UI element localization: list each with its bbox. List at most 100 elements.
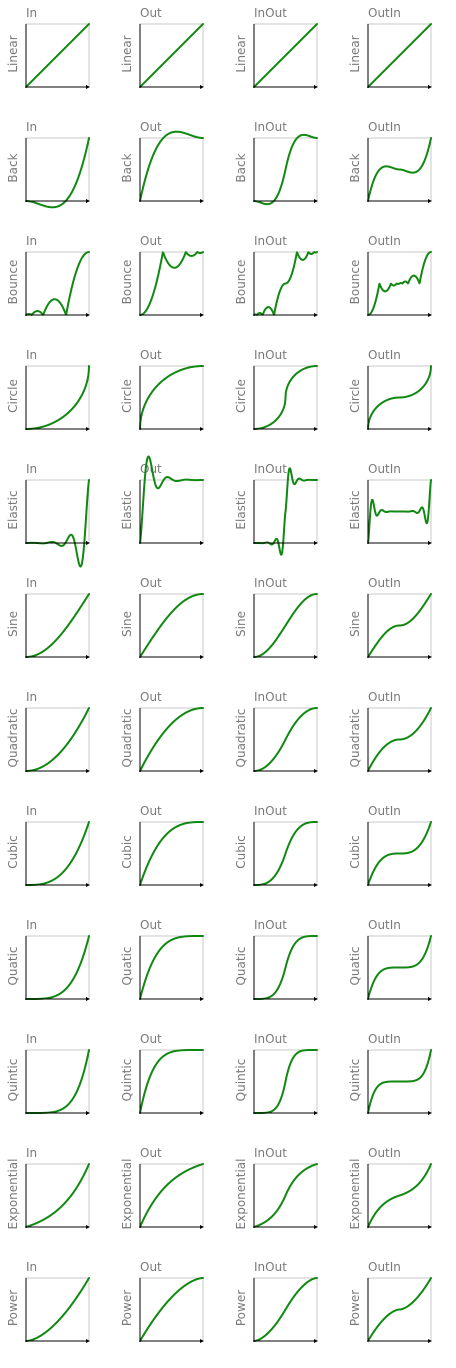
x-axis-arrow-icon bbox=[200, 541, 204, 545]
chart-title: In bbox=[26, 576, 38, 590]
plot-frame bbox=[25, 707, 90, 772]
chart-title: InOut bbox=[254, 234, 287, 248]
chart-power-in: In Power bbox=[0, 1254, 114, 1368]
chart-quadratic-in: In Quadratic bbox=[0, 684, 114, 798]
chart-cubic-outin: OutIn Cubic bbox=[342, 798, 456, 912]
chart-title: In bbox=[26, 234, 38, 248]
series-line bbox=[25, 707, 90, 772]
chart-title: Out bbox=[140, 120, 162, 134]
series-line bbox=[253, 133, 318, 206]
series-line bbox=[139, 1163, 204, 1228]
plot-area bbox=[253, 251, 318, 317]
chart-title: OutIn bbox=[368, 576, 401, 590]
plot-frame bbox=[25, 821, 90, 886]
chart-back-outin: OutIn Back bbox=[342, 114, 456, 228]
chart-circle-outin: OutIn Circle bbox=[342, 342, 456, 456]
x-axis-arrow-icon bbox=[428, 883, 432, 887]
plot-area bbox=[253, 365, 318, 431]
chart-title: Out bbox=[140, 918, 162, 932]
plot-area bbox=[139, 455, 204, 545]
chart-title: OutIn bbox=[368, 348, 401, 362]
plot-frame bbox=[139, 1277, 204, 1342]
x-axis-arrow-icon bbox=[314, 655, 318, 659]
x-axis-arrow-icon bbox=[200, 427, 204, 431]
plot-area bbox=[367, 23, 432, 89]
x-axis-arrow-icon bbox=[314, 769, 318, 773]
x-axis-arrow-icon bbox=[200, 313, 204, 317]
chart-bounce-inout: InOut Bounce bbox=[228, 228, 342, 342]
x-axis-arrow-icon bbox=[428, 313, 432, 317]
chart-linear-outin: OutIn Linear bbox=[342, 0, 456, 114]
chart-linear-out: Out Linear bbox=[114, 0, 228, 114]
x-axis-arrow-icon bbox=[428, 1225, 432, 1229]
x-axis-arrow-icon bbox=[86, 85, 90, 89]
plot-area bbox=[25, 1049, 90, 1115]
series-line bbox=[139, 23, 204, 88]
chart-title: OutIn bbox=[368, 462, 401, 476]
chart-title: InOut bbox=[254, 1032, 287, 1046]
series-line bbox=[139, 251, 204, 316]
chart-title: In bbox=[26, 1260, 38, 1274]
chart-title: OutIn bbox=[368, 1032, 401, 1046]
chart-quadratic-outin: OutIn Quadratic bbox=[342, 684, 456, 798]
plot-frame bbox=[25, 1049, 90, 1114]
x-axis-arrow-icon bbox=[428, 769, 432, 773]
series-line bbox=[367, 1049, 432, 1114]
series-line bbox=[367, 1277, 432, 1342]
chart-title: InOut bbox=[254, 6, 287, 20]
x-axis-arrow-icon bbox=[200, 1225, 204, 1229]
x-axis-arrow-icon bbox=[428, 199, 432, 203]
plot-area bbox=[367, 1049, 432, 1115]
x-axis-arrow-icon bbox=[428, 1339, 432, 1343]
chart-title: InOut bbox=[254, 348, 287, 362]
plot-frame bbox=[25, 1163, 90, 1228]
chart-title: Out bbox=[140, 1032, 162, 1046]
chart-elastic-inout: InOut Elastic bbox=[228, 456, 342, 570]
chart-exponential-outin: OutIn Exponential bbox=[342, 1140, 456, 1254]
x-axis-arrow-icon bbox=[86, 769, 90, 773]
chart-circle-inout: InOut Circle bbox=[228, 342, 342, 456]
chart-sine-in: In Sine bbox=[0, 570, 114, 684]
chart-exponential-inout: InOut Exponential bbox=[228, 1140, 342, 1254]
chart-linear-in: In Linear bbox=[0, 0, 114, 114]
plot-area bbox=[253, 1049, 318, 1115]
chart-title: OutIn bbox=[368, 804, 401, 818]
chart-title: In bbox=[26, 804, 38, 818]
plot-area bbox=[139, 1277, 204, 1343]
chart-title: Out bbox=[140, 1146, 162, 1160]
plot-area bbox=[253, 593, 318, 659]
chart-linear-inout: InOut Linear bbox=[228, 0, 342, 114]
chart-bounce-outin: OutIn Bounce bbox=[342, 228, 456, 342]
x-axis-arrow-icon bbox=[314, 85, 318, 89]
plot-area bbox=[139, 23, 204, 89]
plot-area bbox=[25, 1277, 90, 1343]
series-line bbox=[367, 935, 432, 1000]
chart-title: InOut bbox=[254, 804, 287, 818]
x-axis-arrow-icon bbox=[314, 997, 318, 1001]
x-axis-arrow-icon bbox=[428, 427, 432, 431]
plot-frame bbox=[139, 137, 204, 202]
plot-frame bbox=[139, 479, 204, 544]
chart-power-outin: OutIn Power bbox=[342, 1254, 456, 1368]
chart-back-inout: InOut Back bbox=[228, 114, 342, 228]
x-axis-arrow-icon bbox=[86, 655, 90, 659]
series-line bbox=[139, 455, 204, 544]
chart-title: Out bbox=[140, 576, 162, 590]
x-axis-arrow-icon bbox=[200, 1111, 204, 1115]
chart-elastic-in: In Elastic bbox=[0, 456, 114, 570]
plot-area bbox=[25, 479, 90, 568]
plot-area bbox=[25, 821, 90, 887]
x-axis-arrow-icon bbox=[86, 427, 90, 431]
chart-circle-in: In Circle bbox=[0, 342, 114, 456]
chart-quintic-out: Out Quintic bbox=[114, 1026, 228, 1140]
plot-area bbox=[25, 365, 90, 431]
x-axis-arrow-icon bbox=[314, 1225, 318, 1229]
chart-title: OutIn bbox=[368, 690, 401, 704]
series-line bbox=[25, 137, 90, 209]
chart-quintic-in: In Quintic bbox=[0, 1026, 114, 1140]
plot-area bbox=[25, 935, 90, 1001]
plot-area bbox=[25, 1163, 90, 1229]
chart-title: OutIn bbox=[368, 234, 401, 248]
chart-title: Out bbox=[140, 690, 162, 704]
chart-title: Out bbox=[140, 348, 162, 362]
